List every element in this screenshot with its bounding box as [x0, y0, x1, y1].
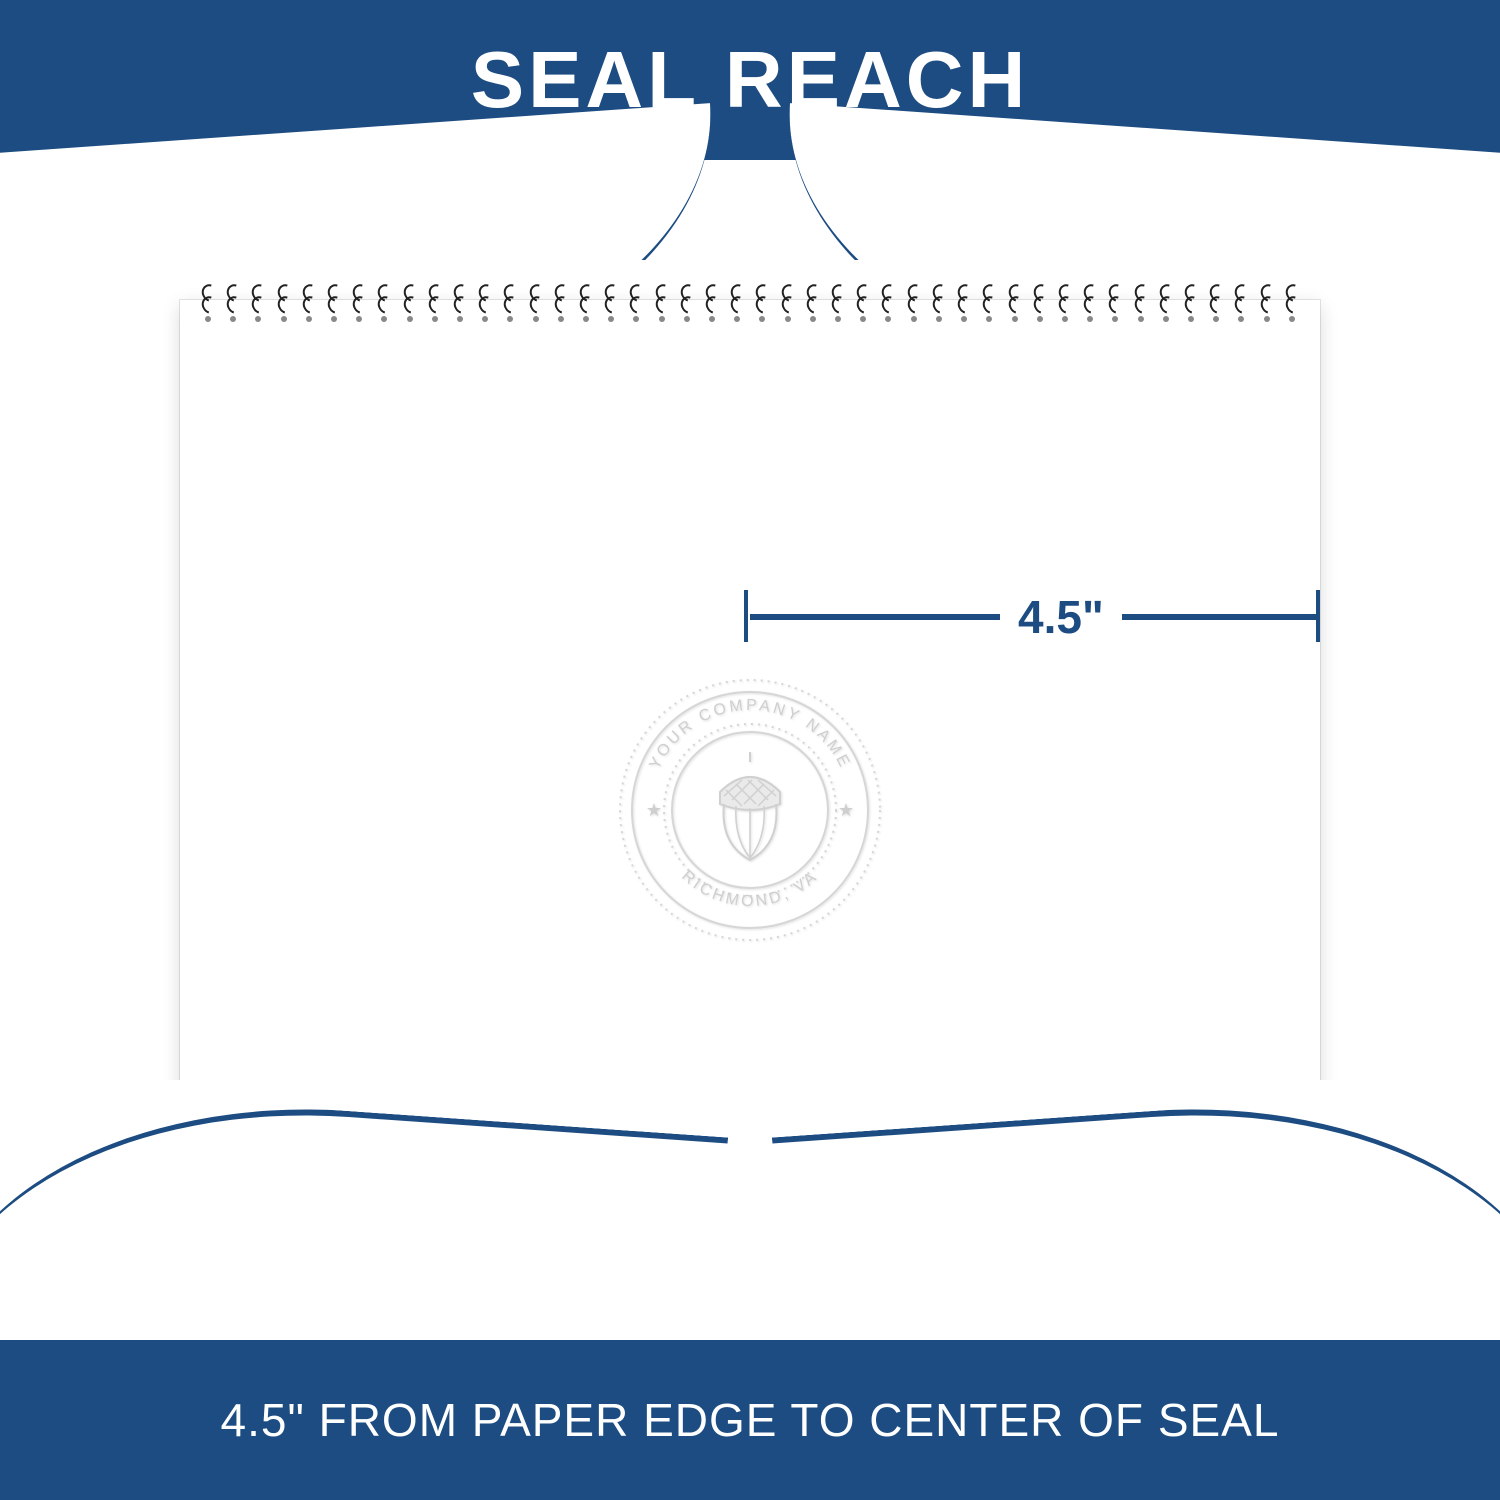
spiral-ring	[754, 282, 770, 318]
spiral-ring	[805, 282, 821, 318]
spiral-ring	[704, 282, 720, 318]
spiral-ring	[880, 282, 896, 318]
spiral-ring	[1233, 282, 1249, 318]
spiral-ring	[981, 282, 997, 318]
spiral-ring	[477, 282, 493, 318]
spiral-ring	[603, 282, 619, 318]
spiral-ring	[1082, 282, 1098, 318]
spiral-ring	[427, 282, 443, 318]
page-title: SEAL REACH	[471, 34, 1030, 126]
spiral-ring	[1057, 282, 1073, 318]
spiral-ring	[1007, 282, 1023, 318]
spiral-ring	[326, 282, 342, 318]
spiral-ring	[578, 282, 594, 318]
spiral-ring	[402, 282, 418, 318]
spiral-ring	[956, 282, 972, 318]
measure-label: 4.5"	[1000, 590, 1122, 644]
svg-text:★: ★	[646, 800, 662, 820]
spiral-ring	[931, 282, 947, 318]
spiral-ring	[830, 282, 846, 318]
spiral-ring	[1107, 282, 1123, 318]
svg-text:★: ★	[838, 800, 854, 820]
spiral-ring	[452, 282, 468, 318]
spiral-ring	[225, 282, 241, 318]
spiral-ring	[301, 282, 317, 318]
spiral-ring	[502, 282, 518, 318]
spiral-ring	[351, 282, 367, 318]
spiral-ring	[1032, 282, 1048, 318]
spiral-ring	[276, 282, 292, 318]
footer-caption: 4.5" FROM PAPER EDGE TO CENTER OF SEAL	[221, 1393, 1280, 1447]
spiral-binding	[200, 282, 1300, 318]
spiral-ring	[679, 282, 695, 318]
spiral-ring	[1133, 282, 1149, 318]
spiral-ring	[1208, 282, 1224, 318]
spiral-ring	[200, 282, 216, 318]
acorn-icon	[720, 752, 780, 860]
spiral-ring	[654, 282, 670, 318]
spiral-ring	[528, 282, 544, 318]
spiral-ring	[1284, 282, 1300, 318]
notepad: 4.5" YOUR COMPANY NAME RICHMOND, VA ★	[180, 300, 1320, 1180]
spiral-ring	[780, 282, 796, 318]
spiral-ring	[376, 282, 392, 318]
spiral-ring	[1158, 282, 1174, 318]
embossed-seal: YOUR COMPANY NAME RICHMOND, VA ★ ★	[610, 670, 890, 950]
spiral-ring	[855, 282, 871, 318]
spiral-ring	[553, 282, 569, 318]
spiral-ring	[628, 282, 644, 318]
measure-tick-left	[744, 590, 748, 642]
spiral-ring	[906, 282, 922, 318]
spiral-ring	[1259, 282, 1275, 318]
spiral-ring	[729, 282, 745, 318]
spiral-ring	[250, 282, 266, 318]
footer-band: 4.5" FROM PAPER EDGE TO CENTER OF SEAL	[0, 1340, 1500, 1500]
spiral-ring	[1183, 282, 1199, 318]
